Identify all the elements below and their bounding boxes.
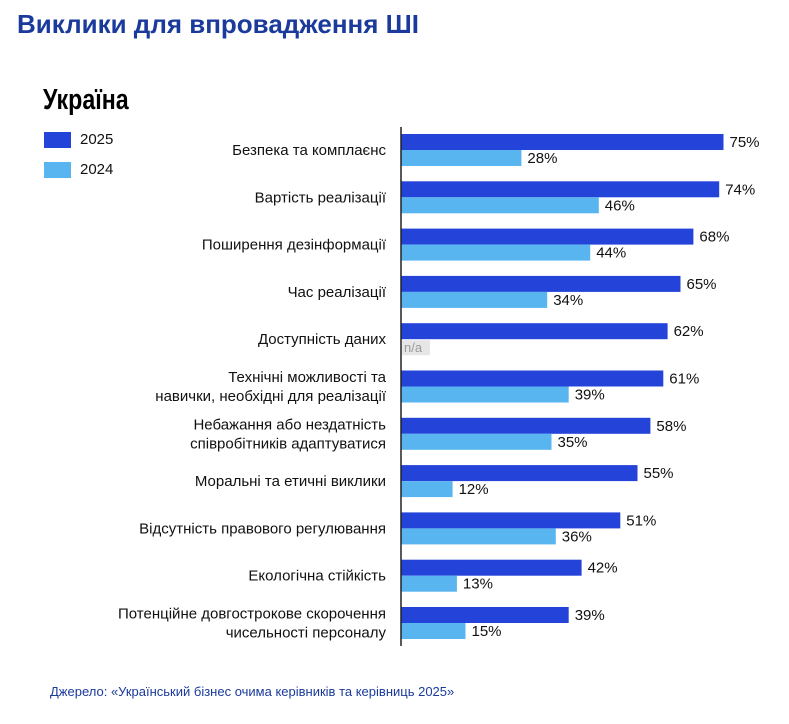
value-label-2024: 36% <box>562 528 592 545</box>
value-label-2025: 61% <box>669 371 699 388</box>
category-label-line: Небажання або нездатність <box>193 416 386 433</box>
bar-2024 <box>401 623 466 639</box>
category-label-line: Час реалізації <box>288 284 387 301</box>
category-label-line: Екологічна стійкість <box>248 568 386 585</box>
category-label-line: Вартість реалізації <box>255 189 387 206</box>
bar-2025 <box>401 275 681 292</box>
category-label-line: Безпека та комплаєнс <box>232 142 386 159</box>
category-label: Відсутність правового регулювання <box>139 520 386 537</box>
value-label-2025: 51% <box>626 512 656 529</box>
category-label: Моральні та етичні виклики <box>195 473 386 490</box>
value-label-2025: 55% <box>644 465 674 482</box>
value-label-2025: 68% <box>699 229 729 246</box>
bar-2024 <box>401 528 556 545</box>
category-label-line: Відсутність правового регулювання <box>139 520 386 537</box>
source-note: Джерело: «Український бізнес очима керів… <box>50 684 455 699</box>
value-label-2025: 74% <box>725 181 755 198</box>
value-label-2024: n/a <box>404 340 423 355</box>
legend-swatch-2024 <box>44 161 71 178</box>
bar-2025 <box>401 559 582 576</box>
value-label-2024: 12% <box>459 481 489 498</box>
value-label-2025: 75% <box>730 134 760 151</box>
value-label-2024: 28% <box>527 150 557 167</box>
category-label-line: навички, необхідні для реалізації <box>155 388 387 405</box>
bar-2024 <box>401 197 599 214</box>
legend-label-2024: 2024 <box>80 161 114 178</box>
region-heading: Україна <box>43 84 129 116</box>
category-label-line: Технічні можливості та <box>228 369 386 386</box>
value-label-2024: 39% <box>575 387 605 404</box>
category-label: Вартість реалізації <box>255 189 387 206</box>
category-label-line: співробітників адаптуватися <box>190 435 386 452</box>
category-label: Небажання або нездатність співробітників … <box>190 416 386 452</box>
bar-2025 <box>401 417 651 434</box>
bar-2025 <box>401 134 724 150</box>
category-label-line: Доступність даних <box>258 331 387 348</box>
bar-2025 <box>401 607 569 623</box>
category-label: Поширення дезінформації <box>202 237 387 254</box>
value-label-2024: 46% <box>605 197 635 214</box>
na-background <box>402 340 430 356</box>
bar-2025 <box>401 465 638 482</box>
category-label: Час реалізації <box>288 284 387 301</box>
category-label-line: Моральні та етичні виклики <box>195 473 386 490</box>
category-label: Доступність даних <box>258 331 387 348</box>
category-label: Потенційне довгострокове скорочення чисел… <box>118 606 386 642</box>
bar-2025 <box>401 181 720 198</box>
category-label: Безпека та комплаєнс <box>232 142 386 159</box>
bar-2025 <box>401 512 621 529</box>
value-label-2024: 44% <box>596 245 626 262</box>
bar-2024 <box>401 291 548 308</box>
value-label-2025: 62% <box>674 323 704 340</box>
bar-2025 <box>401 370 664 387</box>
value-label-2024: 13% <box>463 576 493 593</box>
category-label-line: чисельності персоналу <box>226 625 387 642</box>
page-title: Виклики для впровадження ШІ <box>17 9 419 39</box>
value-label-2025: 65% <box>687 276 717 293</box>
bar-2024 <box>401 244 591 261</box>
value-label-2024: 34% <box>553 292 583 309</box>
bar-2024 <box>401 150 522 166</box>
value-label-2024: 15% <box>472 623 502 640</box>
category-label: Екологічна стійкість <box>248 568 386 585</box>
legend-label-2025: 2025 <box>80 131 114 148</box>
bar-2024 <box>401 433 552 450</box>
bar-2025 <box>401 228 694 245</box>
bar-2024 <box>401 386 569 403</box>
legend-item-2024: 2024 <box>44 161 113 178</box>
bar-2025 <box>401 323 668 340</box>
legend-item-2025: 2025 <box>44 131 113 148</box>
value-label-2025: 39% <box>575 607 605 624</box>
category-label-line: Потенційне довгострокове скорочення <box>118 606 386 623</box>
value-label-2025: 58% <box>656 418 686 435</box>
category-label: Технічні можливості та навички, необхідні… <box>155 369 387 405</box>
value-label-2025: 42% <box>588 560 618 577</box>
bar-2024 <box>401 575 457 592</box>
value-label-2024: 35% <box>558 434 588 451</box>
legend-swatch-2025 <box>44 131 71 148</box>
category-label-line: Поширення дезінформації <box>202 237 387 254</box>
bar-2024 <box>401 481 453 498</box>
